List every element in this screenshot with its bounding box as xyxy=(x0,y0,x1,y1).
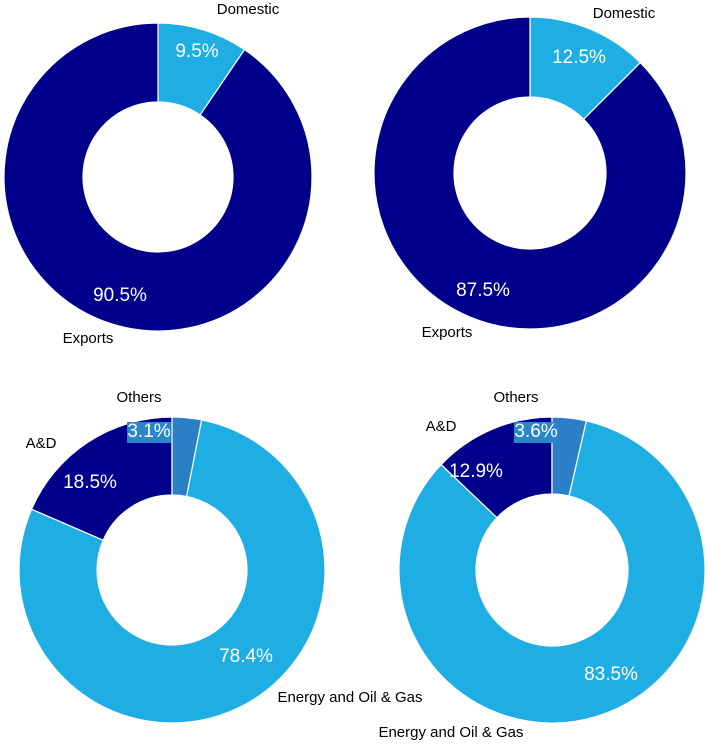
donut-chart-4: Energy and Oil & Gas 83.5% A&D 12.9% Others 3… xyxy=(378,389,705,741)
value-label-domestic: 9.5% xyxy=(175,41,218,62)
category-label-aandd: A&D xyxy=(426,418,457,435)
value-label-domestic: 12.5% xyxy=(552,47,606,68)
value-label-energy-and-oil-and-gas: 78.4% xyxy=(219,646,273,667)
slice-exports xyxy=(3,22,313,332)
slice-exports xyxy=(373,16,687,330)
value-label-aandd: 12.9% xyxy=(449,461,503,482)
slice-others xyxy=(551,416,588,497)
value-label-others: 3.6% xyxy=(514,421,557,442)
category-label-domestic: Domestic xyxy=(593,5,656,22)
donut-chart-3: Energy and Oil & Gas 78.4% A&D 18.5% Others 3… xyxy=(18,389,423,724)
category-label-domestic: Domestic xyxy=(217,1,280,18)
category-label-energy-and-oil-and-gas: Energy and Oil & Gas xyxy=(378,724,523,741)
pct-box-others xyxy=(127,422,171,443)
value-label-energy-and-oil-and-gas: 83.5% xyxy=(584,664,638,685)
category-label-others: Others xyxy=(493,389,538,406)
category-label-exports: Exports xyxy=(422,324,473,341)
value-label-others: 3.1% xyxy=(127,421,170,442)
category-label-aandd: A&D xyxy=(26,435,57,452)
pct-box-others xyxy=(514,422,558,443)
slice-others xyxy=(171,416,203,498)
value-label-exports: 87.5% xyxy=(456,280,510,301)
category-label-energy-and-oil-and-gas: Energy and Oil & Gas xyxy=(277,689,422,706)
category-label-others: Others xyxy=(116,389,161,406)
value-label-exports: 90.5% xyxy=(93,285,147,306)
donut-chart-2: Domestic 12.5% Exports 87.5% xyxy=(373,5,687,341)
slice-energy-and-oil-and-gas xyxy=(18,419,326,724)
slice-aandd xyxy=(30,416,173,542)
category-label-exports: Exports xyxy=(63,330,114,347)
donut-chart-1: Domestic 9.5% Exports 90.5% xyxy=(3,1,313,347)
slice-energy-and-oil-and-gas xyxy=(398,420,705,724)
value-label-aandd: 18.5% xyxy=(63,472,117,493)
